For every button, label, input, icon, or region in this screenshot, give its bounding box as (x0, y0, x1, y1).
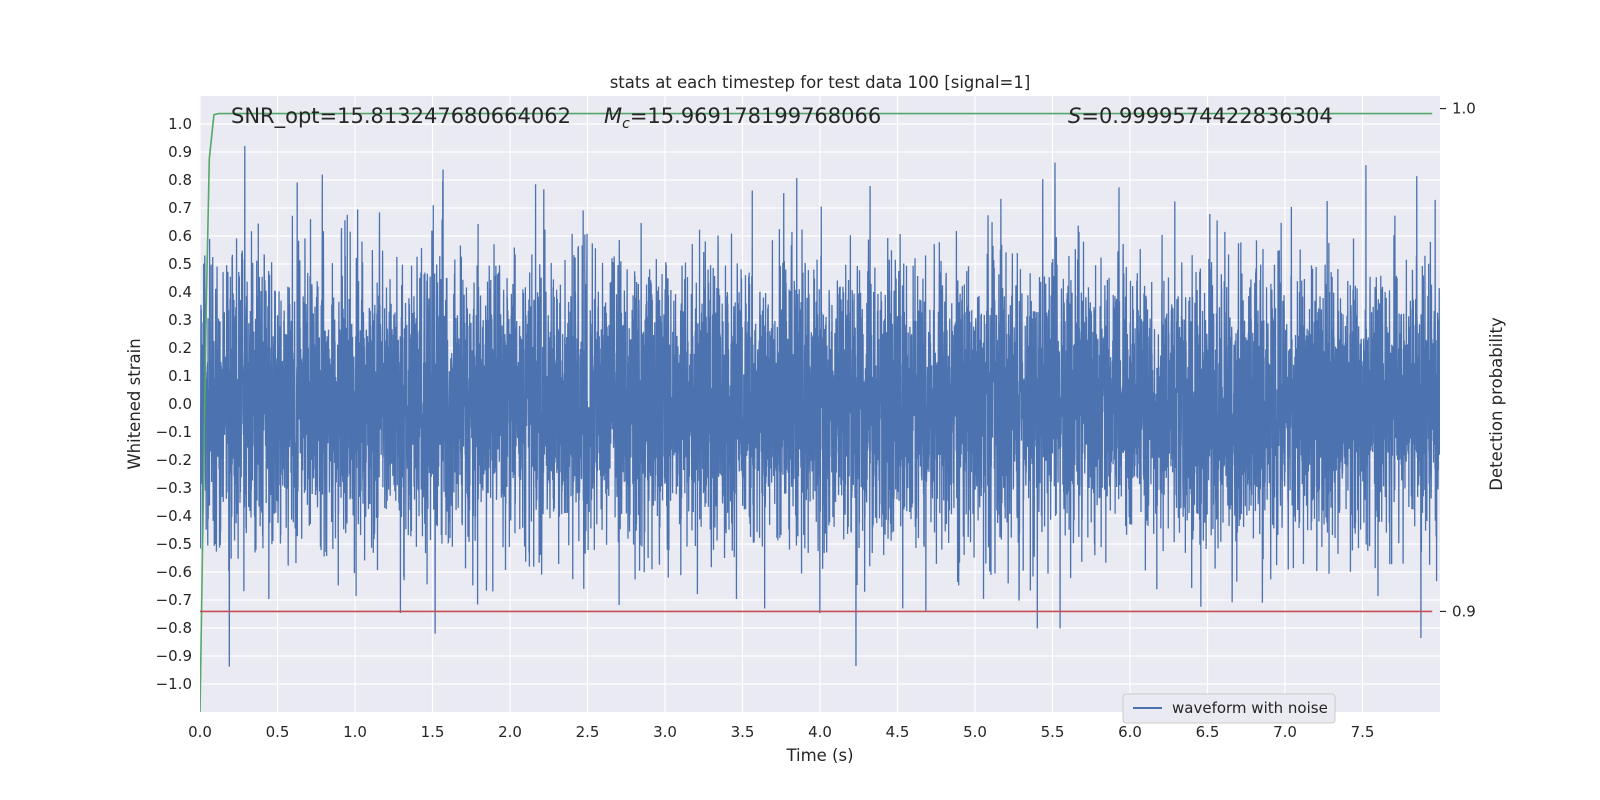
y-tick-label: 0.0 (168, 395, 192, 413)
y2-tick-label: 0.9 (1452, 602, 1476, 620)
x-tick-label: 1.0 (343, 723, 367, 741)
legend-box (1122, 693, 1336, 724)
y-tick-label: 0.6 (168, 227, 192, 245)
mc-symbol: M (604, 104, 622, 128)
x-tick-label: 5.5 (1041, 723, 1065, 741)
y-axis-left: 1.0 0.9 0.8 0.7 0.6 0.5 0.4 0.3 0.2 0.1 0.0 −0.1 −0.… (156, 115, 192, 693)
y-tick-label: 0.2 (168, 339, 192, 357)
y-tick-label: −0.5 (156, 535, 192, 553)
x-tick-label: 6.0 (1118, 723, 1142, 741)
y-tick-label: 1.0 (168, 115, 192, 133)
mc-annotation: Mc=15.969178199768066 (604, 104, 881, 132)
x-tick-label: 7.0 (1273, 723, 1297, 741)
y-tick-label: −0.6 (156, 563, 192, 581)
x-tick-label: 0.0 (188, 723, 212, 741)
x-tick-label: 4.0 (808, 723, 832, 741)
y-tick-label: −0.9 (156, 647, 192, 665)
y-tick-label: 0.8 (168, 171, 192, 189)
x-tick-label: 0.5 (266, 723, 290, 741)
series-layer (200, 112, 1440, 712)
y-axis-right: 1.0 0.9 (1440, 100, 1476, 620)
x-tick-label: 6.5 (1196, 723, 1220, 741)
y-tick-label: −0.1 (156, 423, 192, 441)
chart-title: stats at each timestep for test data 100… (610, 73, 1031, 92)
s-annotation: S=0.9999574422836304 (1068, 104, 1333, 128)
y-tick-label: −0.2 (156, 451, 192, 469)
x-tick-label: 3.0 (653, 723, 677, 741)
y-tick-label: −1.0 (156, 675, 192, 693)
x-tick-label: 2.0 (498, 723, 522, 741)
s-value: =0.9999574422836304 (1081, 104, 1332, 128)
x-tick-label: 7.5 (1351, 723, 1375, 741)
mc-value: =15.969178199768066 (630, 104, 881, 128)
y-tick-label: 0.7 (168, 199, 192, 217)
x-axis-label: Time (s) (785, 746, 853, 765)
y2-tick-label: 1.0 (1452, 100, 1476, 118)
x-axis: 0.0 0.5 1.0 1.5 2.0 2.5 3.0 3.5 4.0 4.5 5.0 5.5 6.0 6… (188, 723, 1374, 741)
y-tick-label: 0.4 (168, 283, 192, 301)
legend-label: waveform with noise (1172, 699, 1328, 717)
y-tick-label: −0.8 (156, 619, 192, 637)
series-detection-probability (200, 112, 1433, 712)
series-waveform-with-noise (200, 146, 1440, 667)
y2-axis-label: Detection probability (1487, 317, 1506, 491)
x-tick-label: 5.0 (963, 723, 987, 741)
s-symbol: S (1068, 104, 1081, 128)
x-tick-label: 1.5 (421, 723, 445, 741)
y-tick-label: 0.9 (168, 143, 192, 161)
y-tick-label: 0.1 (168, 367, 192, 385)
snr-annotation: SNR_opt=15.813247680664062 (231, 104, 571, 129)
y-tick-label: −0.4 (156, 507, 192, 525)
x-tick-label: 4.5 (886, 723, 910, 741)
y-tick-label: 0.5 (168, 255, 192, 273)
y-tick-label: −0.3 (156, 479, 192, 497)
y-tick-label: 0.3 (168, 311, 192, 329)
mc-subscript: c (622, 116, 630, 132)
y-tick-label: −0.7 (156, 591, 192, 609)
x-tick-label: 2.5 (576, 723, 600, 741)
legend: waveform with noise (1122, 693, 1336, 724)
x-tick-label: 3.5 (731, 723, 755, 741)
y-axis-label: Whitened strain (125, 338, 144, 469)
